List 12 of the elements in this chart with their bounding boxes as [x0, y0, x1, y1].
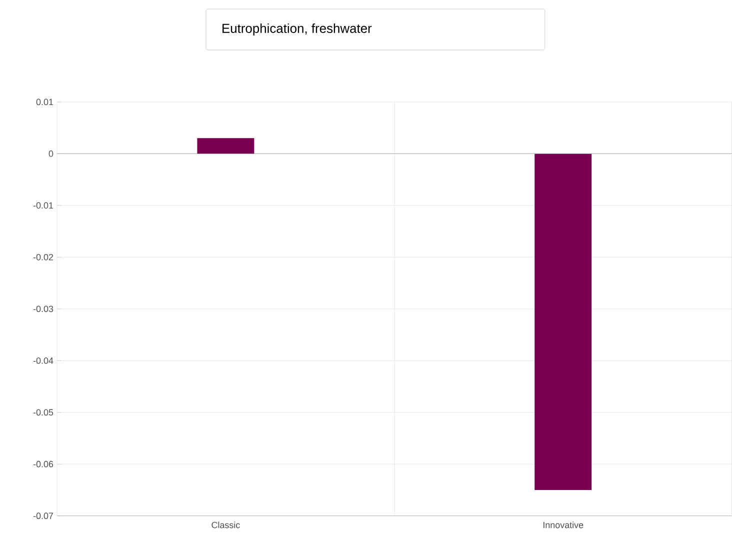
y-tick-label: -0.05 [33, 409, 54, 416]
x-tick-label: Innovative [543, 522, 584, 528]
y-tick-label: -0.04 [33, 358, 54, 364]
y-tick-label: -0.03 [33, 306, 54, 312]
y-tick-label: -0.06 [33, 461, 54, 468]
y-tick-label: 0 [48, 150, 54, 157]
y-tick-label: -0.02 [33, 254, 54, 260]
y-tick-label: 0.01 [36, 98, 54, 106]
chart-title: Eutrophication, freshwater [222, 24, 372, 36]
x-tick-label: Classic [212, 522, 240, 528]
y-tick-label: -0.01 [33, 202, 54, 209]
y-tick-label: -0.07 [33, 512, 54, 520]
